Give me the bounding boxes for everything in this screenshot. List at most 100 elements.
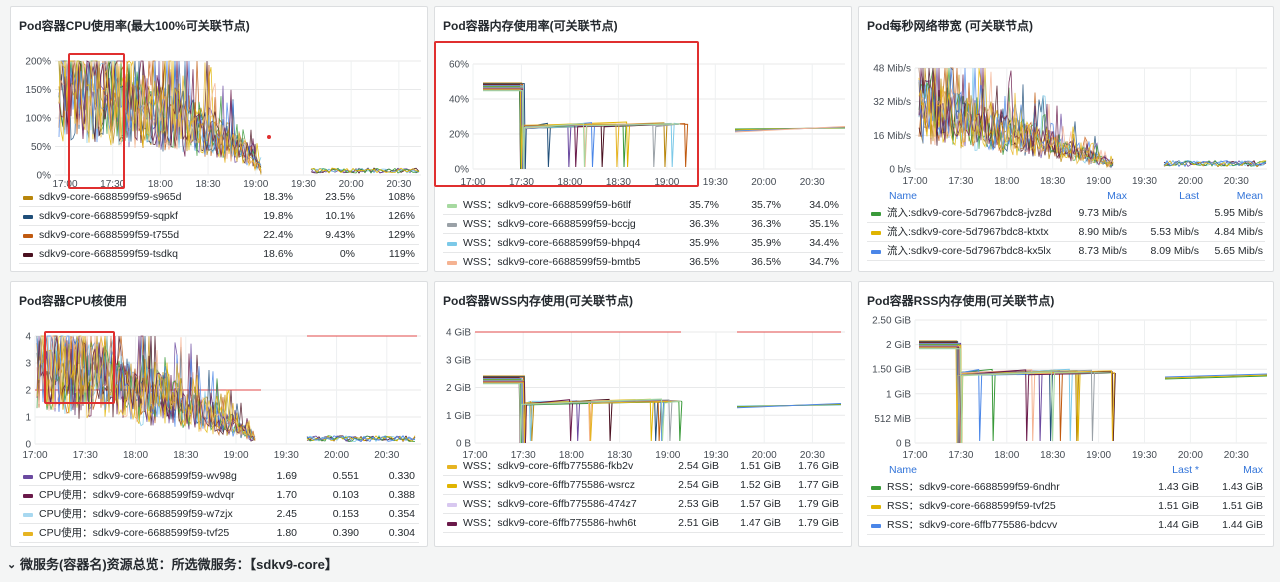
series-name[interactable]: CPU使用：sdkv9-core-6688599f59-wdvqr <box>39 489 235 501</box>
panel-title[interactable]: Pod每秒网络带宽 (可关联节点) <box>867 19 1033 33</box>
series-name[interactable]: 流入:sdkv9-core-5d7967bdc8-kx5lx <box>887 245 1051 257</box>
memory-rate-plot[interactable]: 60% 40% 20% 0%17:00 17:30 18:00 18:30 19:00 19:3… <box>435 47 852 188</box>
series-color-swatch[interactable] <box>23 196 33 200</box>
bandwidth-plot[interactable]: 48 Mib/s 32 Mib/s 16 Mib/s 0 b/s17:00 17:30 1… <box>859 47 1274 187</box>
series-color-swatch[interactable] <box>871 486 881 490</box>
cpu-cores-plot[interactable]: 4 3 2 1 017:00 17:30 18:00 18:30 19:00 19:30 20:00… <box>11 322 428 462</box>
legend-row[interactable]: sdkv9-core-6688599f59-sqpkf 19.8% 10.1% 126… <box>19 207 419 226</box>
legend-row[interactable]: WSS：sdkv9-core-6ffb775586-hwh6t 2.51 GiB 1… <box>443 514 843 533</box>
legend-row[interactable]: CPU使用：sdkv9-core-6688599f59-tvf25 1.80 0.3… <box>19 524 419 543</box>
series-name[interactable]: WSS：sdkv9-core-6688599f59-bccjg <box>463 218 636 230</box>
series-color-swatch[interactable] <box>447 465 457 469</box>
legend-row[interactable]: sdkv9-core-6688599f59-t755d 22.4% 9.43% 129… <box>19 226 419 245</box>
series-color-swatch[interactable] <box>23 513 33 517</box>
legend-row[interactable]: WSS：sdkv9-core-6688599f59-bccjg 36.3% 36.3… <box>443 215 843 234</box>
legend-row[interactable]: 流入:sdkv9-core-5d7967bdc8-ktxtx 8.90 Mib/s… <box>867 223 1265 242</box>
legend-header-c2[interactable]: Last <box>1179 190 1199 202</box>
series-color-swatch[interactable] <box>447 204 457 208</box>
panel-title[interactable]: Pod容器WSS内存使用(可关联节点) <box>443 294 633 308</box>
series-color-swatch[interactable] <box>447 261 457 265</box>
series-name[interactable]: WSS：sdkv9-core-6688599f59-bmtb5 <box>463 256 641 268</box>
series-name[interactable]: RSS：sdkv9-core-6ffb775586-bdcvv <box>887 519 1058 531</box>
x-tick-label: 20:00 <box>1178 450 1203 461</box>
series-color-swatch[interactable] <box>447 242 457 246</box>
legend-row[interactable]: WSS：sdkv9-core-6ffb775586-wsrcz 2.54 GiB 1… <box>443 476 843 495</box>
legend-row[interactable]: WSS：sdkv9-core-6688599f59-b6tlf 35.7% 35.7… <box>443 196 843 215</box>
y-tick-label: 150% <box>25 85 51 96</box>
series-name[interactable]: sdkv9-core-6688599f59-sqpkf <box>39 210 178 222</box>
panel-title[interactable]: Pod容器CPU核使用 <box>19 294 128 308</box>
series-color-swatch[interactable] <box>23 234 33 238</box>
series-name[interactable]: RSS：sdkv9-core-6688599f59-tvf25 <box>887 500 1056 512</box>
legend-row[interactable]: WSS：sdkv9-core-6688599f59-bhpq4 35.9% 35.9… <box>443 234 843 253</box>
series-color-swatch[interactable] <box>871 505 881 509</box>
series-name[interactable]: WSS：sdkv9-core-6ffb775586-hwh6t <box>463 517 637 529</box>
legend-row[interactable]: RSS：sdkv9-core-6ffb775586-bdcvv 1.44 GiB 1… <box>867 516 1265 535</box>
legend-row[interactable]: RSS：sdkv9-core-6688599f59-tvf25 1.51 GiB 1… <box>867 497 1265 516</box>
legend-row[interactable]: sdkv9-core-6688599f59-tsdkq 18.6% 0% 119% <box>19 245 419 264</box>
legend-row[interactable]: CPU使用：sdkv9-core-6688599f59-wv98g 1.69 0.5… <box>19 467 419 486</box>
series-stat: 1.47 GiB <box>740 517 781 529</box>
series-color-swatch[interactable] <box>871 524 881 528</box>
panel-title[interactable]: Pod容器内存使用率(可关联节点) <box>443 19 618 33</box>
highlight-box <box>68 53 125 189</box>
series-stat: 0.551 <box>332 470 359 482</box>
x-tick-label: 17:00 <box>22 450 47 461</box>
series-name[interactable]: WSS：sdkv9-core-6ffb775586-474z7 <box>463 498 637 510</box>
series-color-swatch[interactable] <box>23 215 33 219</box>
legend-row[interactable]: CPU使用：sdkv9-core-6688599f59-w7zjx 2.45 0.1… <box>19 505 419 524</box>
legend-header-name[interactable]: Name <box>889 464 918 476</box>
legend-row[interactable]: sdkv9-core-6688599f59-s965d 18.3% 23.5% 108… <box>19 188 419 207</box>
legend-row[interactable]: CPU使用：sdkv9-core-6688599f59-wdvqr 1.70 0.1… <box>19 486 419 505</box>
series-name[interactable]: 流入:sdkv9-core-5d7967bdc8-jvz8d <box>887 207 1052 219</box>
series-name[interactable]: sdkv9-core-6688599f59-s965d <box>39 191 182 203</box>
series-name[interactable]: WSS：sdkv9-core-6ffb775586-fkb2v <box>463 460 634 472</box>
series-color-swatch[interactable] <box>23 253 33 257</box>
series-color-swatch[interactable] <box>447 484 457 488</box>
legend-row[interactable]: WSS：sdkv9-core-6688599f59-bmtb5 36.5% 36.5… <box>443 253 843 271</box>
series-color-swatch[interactable] <box>447 223 457 227</box>
series-name[interactable]: CPU使用：sdkv9-core-6688599f59-tvf25 <box>39 527 230 539</box>
chevron-down-icon[interactable]: ⌄ <box>7 559 17 571</box>
series-name[interactable]: CPU使用：sdkv9-core-6688599f59-wv98g <box>39 470 237 482</box>
panel-title[interactable]: Pod容器CPU使用率(最大100%可关联节点) <box>19 19 250 33</box>
series-name[interactable]: sdkv9-core-6688599f59-t755d <box>39 229 180 241</box>
series-color-swatch[interactable] <box>23 475 33 479</box>
legend: sdkv9-core-6688599f59-s965d 18.3% 23.5% 108… <box>19 188 419 264</box>
rss-memory-plot[interactable]: 2.50 GiB 2 GiB 1.50 GiB 1 GiB 512 MiB 0 B17:0… <box>859 312 1274 462</box>
series-name[interactable]: RSS：sdkv9-core-6688599f59-6ndhr <box>887 481 1060 493</box>
legend-row[interactable]: 流入:sdkv9-core-5d7967bdc8-kx5lx 8.73 Mib/s… <box>867 242 1265 261</box>
series-name[interactable]: WSS：sdkv9-core-6ffb775586-wsrcz <box>463 479 635 491</box>
series-color-swatch[interactable] <box>23 494 33 498</box>
legend-row[interactable]: WSS：sdkv9-core-6ffb775586-fkb2v 2.54 GiB 1… <box>443 457 843 476</box>
series-color-swatch[interactable] <box>871 231 881 235</box>
legend-header-c1[interactable]: Max <box>1107 190 1127 202</box>
x-tick-label: 19:30 <box>274 450 299 461</box>
legend-header-name[interactable]: Name <box>889 190 918 202</box>
legend-header-c2[interactable]: Max <box>1243 464 1263 476</box>
series-name[interactable]: sdkv9-core-6688599f59-tsdkq <box>39 248 178 260</box>
series-name[interactable]: CPU使用：sdkv9-core-6688599f59-w7zjx <box>39 508 233 520</box>
wss-memory-plot[interactable]: 4 GiB 3 GiB 2 GiB 1 GiB 0 B17:00 17:30 18:00 18… <box>435 322 852 462</box>
legend-row[interactable]: WSS：sdkv9-core-6ffb775586-474z7 2.53 GiB 1… <box>443 495 843 514</box>
legend-header-c1[interactable]: Last * <box>1172 464 1199 476</box>
legend-header-c3[interactable]: Mean <box>1236 190 1263 202</box>
legend-row[interactable]: 流入:sdkv9-core-5d7967bdc8-jvz8d 9.73 Mib/s… <box>867 204 1265 223</box>
series-name[interactable]: WSS：sdkv9-core-6688599f59-b6tlf <box>463 199 632 211</box>
panel-title[interactable]: Pod容器RSS内存使用(可关联节点) <box>867 294 1055 308</box>
series-name[interactable]: WSS：sdkv9-core-6688599f59-bhpq4 <box>463 237 641 249</box>
series-line <box>734 126 846 133</box>
cpu-rate-plot[interactable]: 200% 150% 100% 50% 0%17:00 17:30 18:00 18:30 19:… <box>11 47 428 190</box>
highlight-box <box>434 41 699 187</box>
series-color-swatch[interactable] <box>23 532 33 536</box>
series-line <box>310 167 420 174</box>
series-color-swatch[interactable] <box>447 503 457 507</box>
series-color-swatch[interactable] <box>447 522 457 526</box>
series-stat: 1.44 GiB <box>1158 519 1199 531</box>
series-stat: 34.4% <box>809 237 839 249</box>
series-name[interactable]: 流入:sdkv9-core-5d7967bdc8-ktxtx <box>887 226 1049 238</box>
series-color-swatch[interactable] <box>871 212 881 216</box>
series-color-swatch[interactable] <box>871 250 881 254</box>
row-collapse-header[interactable]: ⌄ 微服务(容器名)资源总览：所选微服务：【sdkv9-core】 <box>0 552 1280 582</box>
legend-row[interactable]: RSS：sdkv9-core-6688599f59-6ndhr 1.43 GiB 1… <box>867 478 1265 497</box>
